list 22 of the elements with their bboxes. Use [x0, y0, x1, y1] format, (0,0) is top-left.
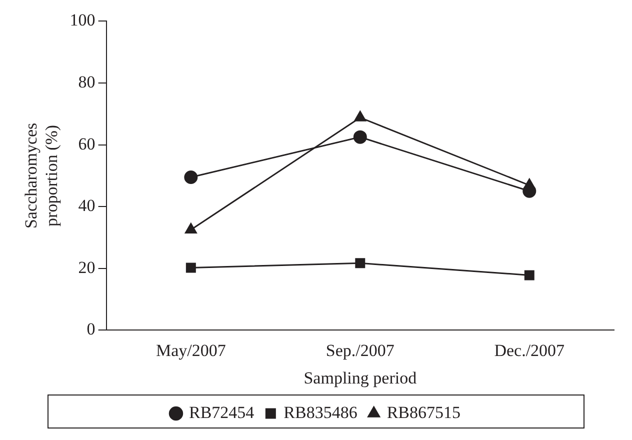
y-tick-label: 40	[78, 196, 96, 216]
point	[353, 130, 367, 144]
y-tick-label: 60	[78, 134, 96, 154]
point	[355, 258, 366, 268]
y-tick-label: 20	[78, 258, 96, 277]
point	[524, 270, 534, 280]
y-tick-label: 100	[70, 10, 96, 30]
point	[523, 178, 536, 190]
x-tick-label: Sep./2007	[326, 340, 395, 360]
y-axis-title: Saccharomyces proportion (%)	[22, 122, 62, 229]
y-tick-label: 0	[86, 320, 96, 339]
x-tick-label: May/2007	[156, 340, 226, 360]
legend-label: RB867515	[386, 402, 461, 422]
x-axis-title: Sampling period	[304, 368, 418, 388]
legend-label: RB72454	[188, 402, 255, 422]
x-tick-label: Dec./2007	[494, 340, 566, 360]
legend-label: RB835486	[284, 402, 358, 422]
point	[184, 170, 198, 184]
point	[354, 110, 366, 122]
point	[184, 223, 197, 234]
point	[186, 262, 196, 273]
y-tick-label: 80	[78, 72, 96, 92]
